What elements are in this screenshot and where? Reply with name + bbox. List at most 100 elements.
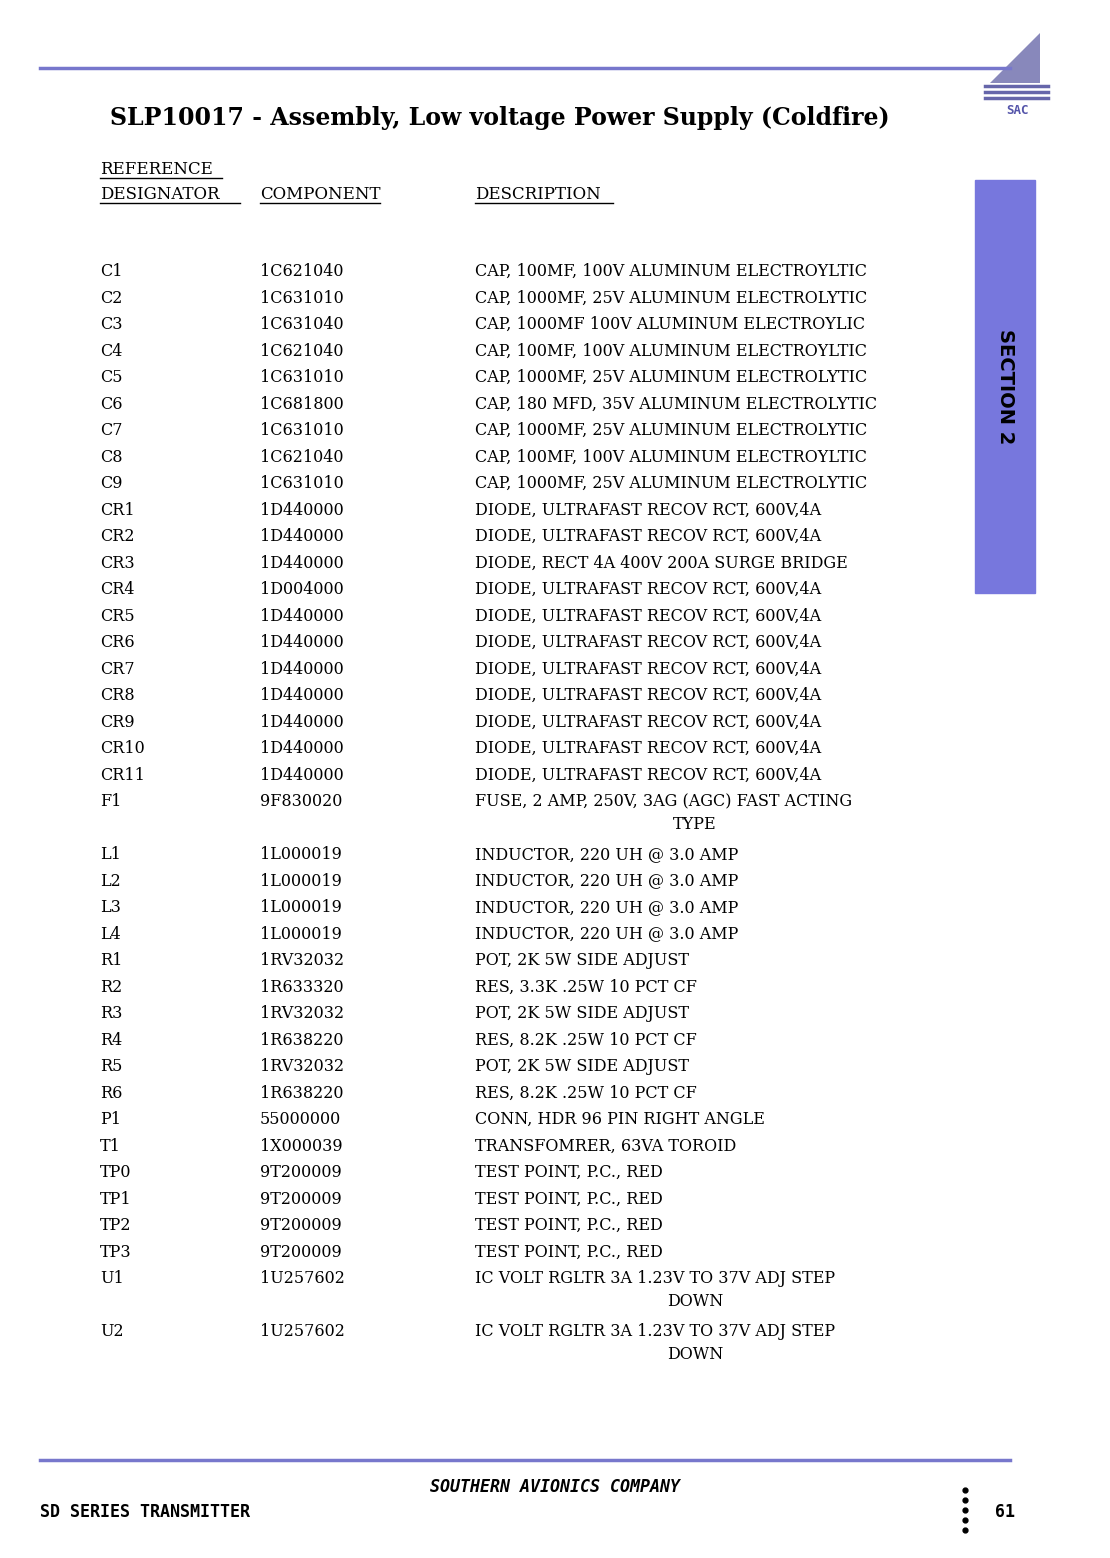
Text: CR4: CR4 [100,581,134,598]
Text: 1C631010: 1C631010 [260,369,344,386]
Text: 1D440000: 1D440000 [260,767,344,784]
Text: TP2: TP2 [100,1217,131,1234]
Text: R6: R6 [100,1084,122,1102]
Text: DIODE, ULTRAFAST RECOV RCT, 600V,4A: DIODE, ULTRAFAST RECOV RCT, 600V,4A [475,767,821,784]
Text: SD SERIES TRANSMITTER: SD SERIES TRANSMITTER [40,1503,250,1521]
Text: 1D440000: 1D440000 [260,661,344,678]
Text: 1C631010: 1C631010 [260,290,344,307]
Text: INDUCTOR, 220 UH @ 3.0 AMP: INDUCTOR, 220 UH @ 3.0 AMP [475,925,738,943]
Text: 1D440000: 1D440000 [260,714,344,731]
Text: CR6: CR6 [100,634,134,651]
Polygon shape [990,33,1040,83]
Text: RES, 8.2K .25W 10 PCT CF: RES, 8.2K .25W 10 PCT CF [475,1031,697,1049]
Text: U1: U1 [100,1270,123,1287]
Text: 1D440000: 1D440000 [260,687,344,704]
Text: 1D004000: 1D004000 [260,581,344,598]
Text: C8: C8 [100,449,122,466]
Text: CR7: CR7 [100,661,134,678]
Text: R1: R1 [100,952,122,969]
Text: CAP, 100MF, 100V ALUMINUM ELECTROYLTIC: CAP, 100MF, 100V ALUMINUM ELECTROYLTIC [475,263,867,280]
Text: 1C631040: 1C631040 [260,316,344,333]
Text: L1: L1 [100,846,121,863]
Text: SOUTHERN AVIONICS COMPANY: SOUTHERN AVIONICS COMPANY [430,1479,680,1496]
Text: DIODE, ULTRAFAST RECOV RCT, 600V,4A: DIODE, ULTRAFAST RECOV RCT, 600V,4A [475,634,821,651]
Text: TP1: TP1 [100,1190,132,1207]
Text: CR11: CR11 [100,767,145,784]
Text: CAP, 100MF, 100V ALUMINUM ELECTROYLTIC: CAP, 100MF, 100V ALUMINUM ELECTROYLTIC [475,449,867,466]
Text: 9F830020: 9F830020 [260,793,342,810]
Text: L2: L2 [100,872,121,890]
Text: C7: C7 [100,422,122,439]
Text: RES, 3.3K .25W 10 PCT CF: RES, 3.3K .25W 10 PCT CF [475,978,697,996]
Text: 1C681800: 1C681800 [260,396,344,413]
Text: CAP, 1000MF, 25V ALUMINUM ELECTROLYTIC: CAP, 1000MF, 25V ALUMINUM ELECTROLYTIC [475,422,867,439]
Text: 9T200009: 9T200009 [260,1217,342,1234]
Text: 1X000039: 1X000039 [260,1137,343,1154]
Text: TRANSFOMRER, 63VA TOROID: TRANSFOMRER, 63VA TOROID [475,1137,736,1154]
Text: 1RV32032: 1RV32032 [260,952,344,969]
Text: R4: R4 [100,1031,122,1049]
Text: 1R633320: 1R633320 [260,978,344,996]
Text: R2: R2 [100,978,122,996]
Text: R3: R3 [100,1005,122,1022]
Text: TEST POINT, P.C., RED: TEST POINT, P.C., RED [475,1217,663,1234]
Text: CAP, 1000MF 100V ALUMINUM ELECTROYLIC: CAP, 1000MF 100V ALUMINUM ELECTROYLIC [475,316,865,333]
Text: 1D440000: 1D440000 [260,608,344,625]
Text: F1: F1 [100,793,121,810]
Text: C1: C1 [100,263,122,280]
Text: DIODE, RECT 4A 400V 200A SURGE BRIDGE: DIODE, RECT 4A 400V 200A SURGE BRIDGE [475,555,848,572]
Text: DIODE, ULTRAFAST RECOV RCT, 600V,4A: DIODE, ULTRAFAST RECOV RCT, 600V,4A [475,714,821,731]
Text: 1U257602: 1U257602 [260,1270,345,1287]
Text: CR1: CR1 [100,502,134,519]
Text: U2: U2 [100,1323,123,1340]
Text: CAP, 1000MF, 25V ALUMINUM ELECTROLYTIC: CAP, 1000MF, 25V ALUMINUM ELECTROLYTIC [475,290,867,307]
Text: REFERENCE: REFERENCE [100,160,213,178]
Text: 1L000019: 1L000019 [260,846,342,863]
Text: T1: T1 [100,1137,121,1154]
Text: 55000000: 55000000 [260,1111,341,1128]
Text: L4: L4 [100,925,121,943]
Text: CR9: CR9 [100,714,134,731]
Text: DIODE, ULTRAFAST RECOV RCT, 600V,4A: DIODE, ULTRAFAST RECOV RCT, 600V,4A [475,528,821,545]
Text: CR8: CR8 [100,687,134,704]
Text: DOWN: DOWN [667,1346,723,1363]
Text: DESIGNATOR: DESIGNATOR [100,185,220,203]
Text: 1RV32032: 1RV32032 [260,1058,344,1075]
Text: 1C621040: 1C621040 [260,343,343,360]
Text: SLP10017 - Assembly, Low voltage Power Supply (Coldfire): SLP10017 - Assembly, Low voltage Power S… [110,106,890,129]
Text: DIODE, ULTRAFAST RECOV RCT, 600V,4A: DIODE, ULTRAFAST RECOV RCT, 600V,4A [475,502,821,519]
Text: CONN, HDR 96 PIN RIGHT ANGLE: CONN, HDR 96 PIN RIGHT ANGLE [475,1111,765,1128]
Text: IC VOLT RGLTR 3A 1.23V TO 37V ADJ STEP: IC VOLT RGLTR 3A 1.23V TO 37V ADJ STEP [475,1270,835,1287]
Text: DIODE, ULTRAFAST RECOV RCT, 600V,4A: DIODE, ULTRAFAST RECOV RCT, 600V,4A [475,740,821,757]
Text: DIODE, ULTRAFAST RECOV RCT, 600V,4A: DIODE, ULTRAFAST RECOV RCT, 600V,4A [475,687,821,704]
Text: TEST POINT, P.C., RED: TEST POINT, P.C., RED [475,1190,663,1207]
Text: TP3: TP3 [100,1243,132,1260]
Text: RES, 8.2K .25W 10 PCT CF: RES, 8.2K .25W 10 PCT CF [475,1084,697,1102]
Text: 1RV32032: 1RV32032 [260,1005,344,1022]
Text: 1D440000: 1D440000 [260,634,344,651]
Text: CR2: CR2 [100,528,134,545]
Text: 1C621040: 1C621040 [260,449,343,466]
Text: FUSE, 2 AMP, 250V, 3AG (AGC) FAST ACTING: FUSE, 2 AMP, 250V, 3AG (AGC) FAST ACTING [475,793,852,810]
Text: 1C621040: 1C621040 [260,263,343,280]
Text: 1C631010: 1C631010 [260,475,344,492]
Text: SECTION 2: SECTION 2 [996,329,1015,444]
Text: C9: C9 [100,475,122,492]
Text: P1: P1 [100,1111,121,1128]
Text: TP0: TP0 [100,1164,131,1181]
Text: CAP, 100MF, 100V ALUMINUM ELECTROYLTIC: CAP, 100MF, 100V ALUMINUM ELECTROYLTIC [475,343,867,360]
Text: DIODE, ULTRAFAST RECOV RCT, 600V,4A: DIODE, ULTRAFAST RECOV RCT, 600V,4A [475,581,821,598]
Text: DIODE, ULTRAFAST RECOV RCT, 600V,4A: DIODE, ULTRAFAST RECOV RCT, 600V,4A [475,661,821,678]
Text: CR3: CR3 [100,555,134,572]
Text: 1R638220: 1R638220 [260,1031,343,1049]
Text: POT, 2K 5W SIDE ADJUST: POT, 2K 5W SIDE ADJUST [475,1005,689,1022]
Text: INDUCTOR, 220 UH @ 3.0 AMP: INDUCTOR, 220 UH @ 3.0 AMP [475,872,738,890]
Text: 1R638220: 1R638220 [260,1084,343,1102]
Text: 1C631010: 1C631010 [260,422,344,439]
Text: DOWN: DOWN [667,1293,723,1310]
Text: INDUCTOR, 220 UH @ 3.0 AMP: INDUCTOR, 220 UH @ 3.0 AMP [475,846,738,863]
Text: IC VOLT RGLTR 3A 1.23V TO 37V ADJ STEP: IC VOLT RGLTR 3A 1.23V TO 37V ADJ STEP [475,1323,835,1340]
Bar [975,181,1035,594]
Text: POT, 2K 5W SIDE ADJUST: POT, 2K 5W SIDE ADJUST [475,952,689,969]
Text: 1L000019: 1L000019 [260,899,342,916]
